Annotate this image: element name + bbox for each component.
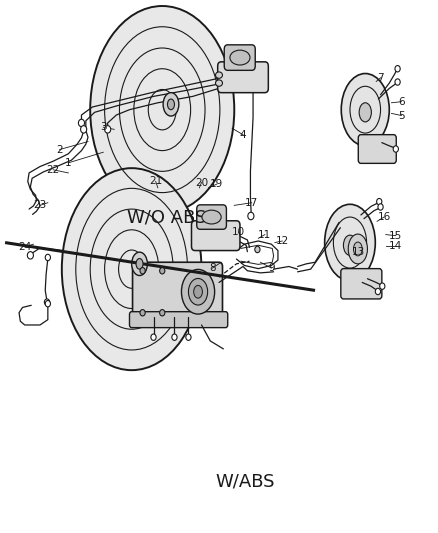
Circle shape bbox=[159, 268, 165, 274]
Text: 3: 3 bbox=[100, 122, 106, 132]
Ellipse shape bbox=[215, 80, 223, 86]
Circle shape bbox=[151, 334, 156, 341]
Text: 9: 9 bbox=[268, 263, 275, 273]
FancyBboxPatch shape bbox=[218, 62, 268, 93]
Text: 23: 23 bbox=[33, 200, 46, 211]
Circle shape bbox=[378, 204, 383, 210]
Text: 16: 16 bbox=[378, 212, 391, 222]
Text: 11: 11 bbox=[258, 230, 272, 240]
Ellipse shape bbox=[230, 50, 250, 65]
Text: 21: 21 bbox=[149, 176, 162, 187]
Text: 24: 24 bbox=[18, 242, 32, 252]
Circle shape bbox=[45, 301, 50, 307]
Circle shape bbox=[186, 334, 191, 341]
Text: 14: 14 bbox=[389, 241, 403, 251]
Text: 7: 7 bbox=[377, 73, 384, 83]
Ellipse shape bbox=[353, 242, 362, 256]
Ellipse shape bbox=[167, 99, 174, 110]
FancyBboxPatch shape bbox=[133, 262, 223, 321]
Ellipse shape bbox=[132, 252, 148, 276]
Circle shape bbox=[395, 66, 400, 72]
Text: 10: 10 bbox=[232, 227, 245, 237]
FancyBboxPatch shape bbox=[191, 221, 240, 251]
Text: 5: 5 bbox=[398, 110, 405, 120]
Circle shape bbox=[140, 268, 145, 274]
Ellipse shape bbox=[341, 74, 389, 146]
Text: 2: 2 bbox=[57, 144, 63, 155]
Circle shape bbox=[159, 310, 165, 316]
FancyBboxPatch shape bbox=[358, 135, 396, 164]
Ellipse shape bbox=[343, 235, 357, 255]
Text: 12: 12 bbox=[276, 236, 289, 246]
Circle shape bbox=[105, 126, 111, 133]
Circle shape bbox=[45, 254, 50, 261]
Ellipse shape bbox=[62, 168, 201, 370]
Ellipse shape bbox=[188, 278, 208, 305]
Text: 15: 15 bbox=[389, 231, 403, 241]
Text: 8: 8 bbox=[209, 263, 216, 273]
FancyBboxPatch shape bbox=[224, 45, 255, 70]
Ellipse shape bbox=[181, 269, 215, 314]
Text: 19: 19 bbox=[210, 179, 223, 189]
Circle shape bbox=[380, 283, 385, 289]
Text: W/ABS: W/ABS bbox=[215, 472, 275, 490]
Ellipse shape bbox=[163, 93, 179, 116]
Circle shape bbox=[78, 119, 85, 127]
Circle shape bbox=[395, 79, 400, 85]
FancyBboxPatch shape bbox=[197, 205, 226, 229]
Text: 20: 20 bbox=[195, 177, 208, 188]
Ellipse shape bbox=[90, 6, 234, 213]
Ellipse shape bbox=[348, 234, 367, 264]
Text: W/O ABS: W/O ABS bbox=[127, 208, 206, 227]
Circle shape bbox=[248, 212, 254, 220]
Text: 4: 4 bbox=[240, 130, 246, 140]
Circle shape bbox=[81, 126, 87, 133]
Circle shape bbox=[140, 310, 145, 316]
Ellipse shape bbox=[194, 285, 202, 298]
FancyBboxPatch shape bbox=[130, 312, 228, 328]
Circle shape bbox=[255, 246, 260, 253]
Ellipse shape bbox=[202, 210, 221, 224]
Circle shape bbox=[172, 334, 177, 341]
Ellipse shape bbox=[215, 72, 223, 78]
Text: 13: 13 bbox=[352, 247, 365, 257]
Circle shape bbox=[393, 146, 399, 152]
Text: 17: 17 bbox=[245, 198, 258, 208]
Circle shape bbox=[377, 198, 382, 205]
Ellipse shape bbox=[136, 259, 143, 269]
Ellipse shape bbox=[359, 103, 371, 122]
Text: 22: 22 bbox=[46, 165, 60, 175]
Circle shape bbox=[27, 252, 33, 259]
FancyBboxPatch shape bbox=[341, 269, 382, 299]
Text: 6: 6 bbox=[398, 96, 405, 107]
Ellipse shape bbox=[325, 204, 375, 281]
Circle shape bbox=[44, 299, 49, 305]
Circle shape bbox=[375, 288, 381, 295]
Text: 1: 1 bbox=[65, 158, 72, 168]
